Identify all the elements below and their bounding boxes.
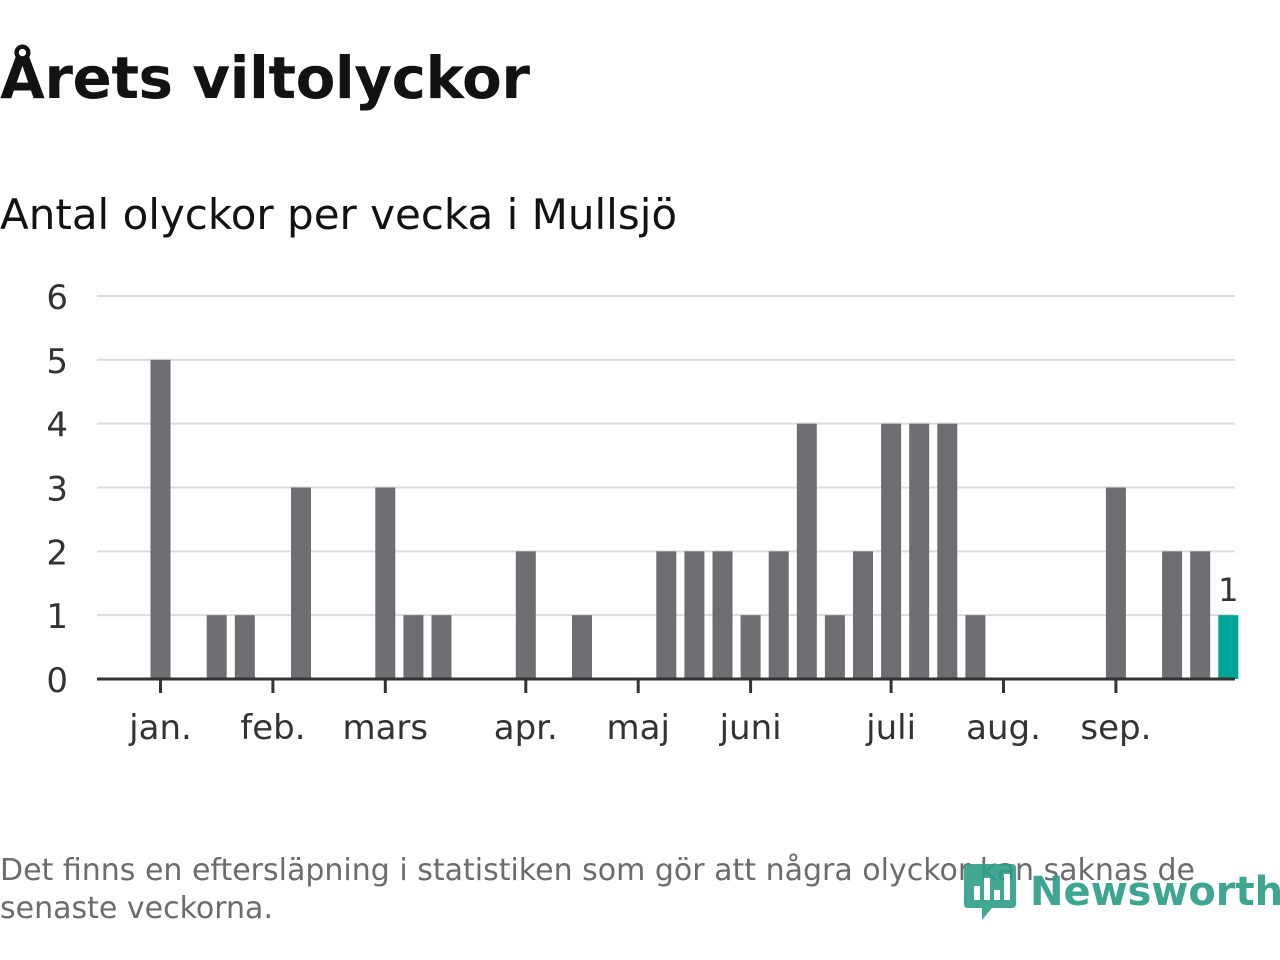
x-tick-label: apr. [494,708,558,748]
chart-subtitle: Antal olyckor per vecka i Mullsjö [0,190,678,239]
x-tick-label: sep. [1080,708,1151,748]
x-tick-label: juli [865,708,916,748]
bar [824,615,845,679]
bar-highlight [1218,615,1239,679]
x-tick-label: feb. [240,708,305,748]
x-tick-label: juni [719,708,782,748]
y-tick-label: 3 [46,470,68,510]
bar [431,615,452,679]
newsworthy-logo: Newsworthy [962,860,1280,924]
y-tick-label: 6 [46,278,68,318]
y-tick-label: 1 [46,597,68,637]
bar [1190,551,1211,679]
bar [712,551,733,679]
x-tick-label: jan. [128,708,192,748]
bar [1162,551,1183,679]
bar [572,615,592,679]
bar [206,615,227,679]
bar [740,615,761,679]
bar [937,423,958,679]
y-tick-label: 0 [46,661,68,701]
bar [909,423,930,679]
x-tick-label: mars [342,708,428,748]
bar [234,615,255,679]
chart-title: Årets viltolyckor [0,44,530,112]
data-label: 1 [1218,571,1238,609]
bar-chart: 0 1 2 3 4 5 6 1 jan. feb. mars apr. maj juni juli aug. s… [46,278,1239,748]
bar [656,551,677,679]
bar [965,615,986,679]
bar [684,551,705,679]
y-tick-label: 4 [46,406,68,446]
bar [291,487,311,679]
bar [515,551,536,679]
x-tick-label: maj [606,708,669,748]
bar [150,359,171,679]
bar [881,423,902,679]
bar [403,615,424,679]
bar [853,551,873,679]
y-tick-label: 5 [46,342,68,382]
logo-text: Newsworthy [1030,869,1280,915]
bar [768,551,789,679]
bar [1105,487,1126,679]
bar [375,487,396,679]
x-tick-label: aug. [966,708,1041,748]
newsworthy-logo-icon [964,864,1016,920]
bar [796,423,817,679]
y-tick-label: 2 [46,533,68,573]
